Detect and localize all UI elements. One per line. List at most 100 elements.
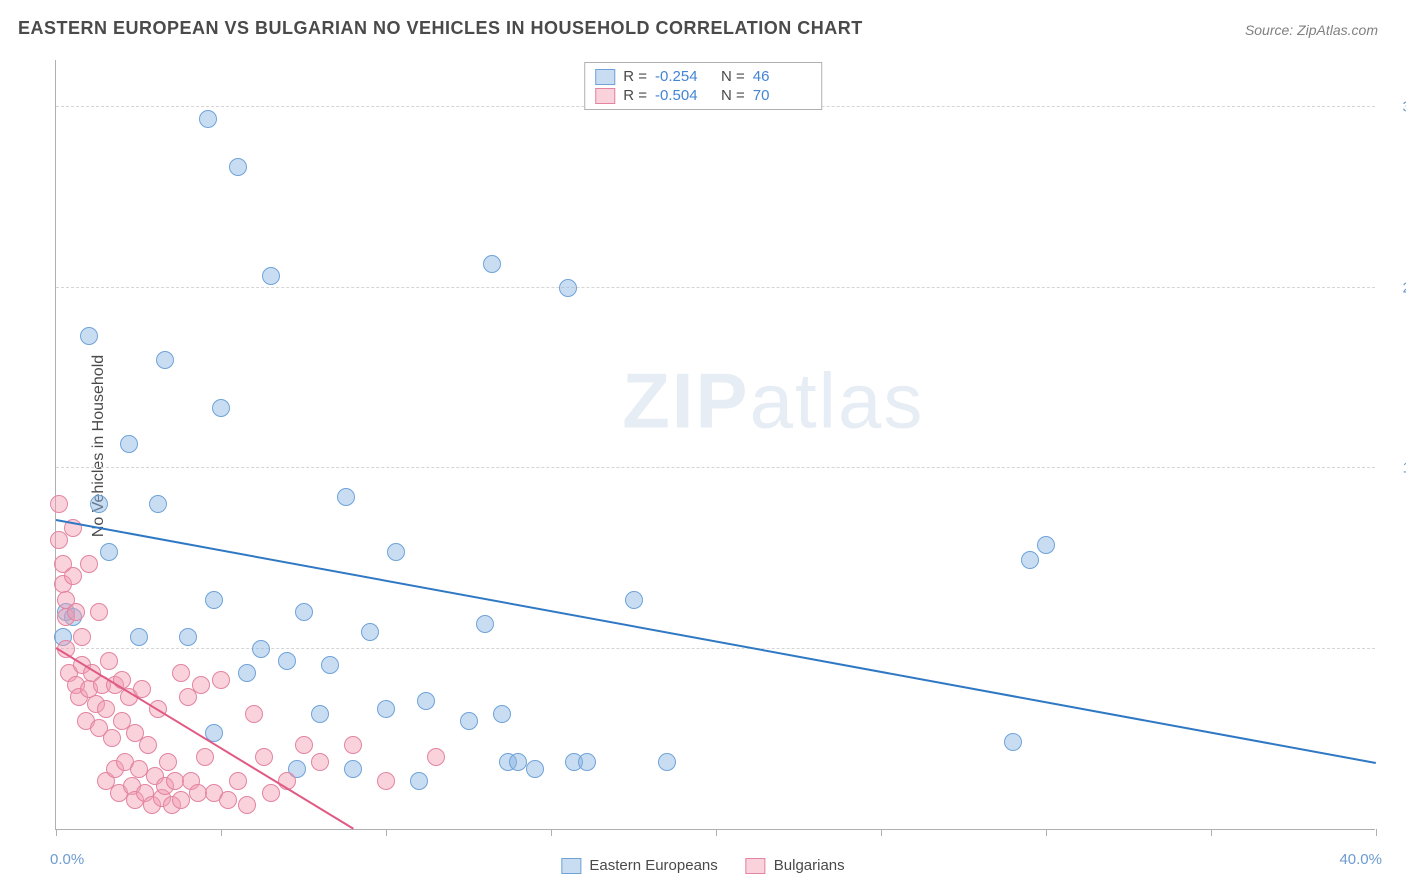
scatter-point	[205, 591, 223, 609]
x-tick	[1046, 829, 1047, 836]
scatter-point	[344, 736, 362, 754]
scatter-point	[80, 327, 98, 345]
scatter-point	[559, 279, 577, 297]
plot-area: 7.5%15.0%22.5%30.0%	[55, 60, 1375, 830]
scatter-point	[130, 760, 148, 778]
scatter-point	[219, 791, 237, 809]
r-label: R =	[623, 68, 647, 85]
x-axis-min-label: 0.0%	[50, 851, 84, 868]
scatter-point	[493, 705, 511, 723]
scatter-point	[80, 555, 98, 573]
legend-swatch	[595, 88, 615, 104]
scatter-point	[100, 652, 118, 670]
scatter-point	[172, 791, 190, 809]
legend-swatch	[561, 858, 581, 874]
scatter-point	[90, 603, 108, 621]
y-tick-label: 15.0%	[1385, 460, 1406, 477]
scatter-point	[295, 736, 313, 754]
scatter-point	[73, 628, 91, 646]
x-tick	[56, 829, 57, 836]
x-tick	[1211, 829, 1212, 836]
scatter-point	[120, 435, 138, 453]
x-tick	[551, 829, 552, 836]
scatter-point	[526, 760, 544, 778]
source-attribution: Source: ZipAtlas.com	[1245, 22, 1378, 38]
scatter-point	[387, 543, 405, 561]
scatter-point	[229, 772, 247, 790]
stats-legend-row: R = -0.504N = 70	[595, 86, 811, 105]
scatter-point	[377, 700, 395, 718]
scatter-point	[427, 748, 445, 766]
legend-swatch	[746, 858, 766, 874]
x-tick	[716, 829, 717, 836]
scatter-point	[337, 488, 355, 506]
scatter-point	[189, 784, 207, 802]
scatter-point	[238, 664, 256, 682]
scatter-point	[192, 676, 210, 694]
legend-swatch	[595, 69, 615, 85]
scatter-point	[311, 705, 329, 723]
scatter-point	[410, 772, 428, 790]
correlation-stats-legend: R = -0.254N = 46R = -0.504N = 70	[584, 62, 822, 110]
scatter-point	[50, 495, 68, 513]
scatter-point	[90, 495, 108, 513]
series-legend-item: Eastern Europeans	[561, 857, 717, 874]
scatter-point	[245, 705, 263, 723]
scatter-point	[417, 692, 435, 710]
scatter-point	[321, 656, 339, 674]
gridline-horizontal	[56, 287, 1375, 288]
series-label: Eastern Europeans	[589, 857, 717, 874]
scatter-point	[100, 543, 118, 561]
scatter-point	[1021, 551, 1039, 569]
scatter-point	[1004, 733, 1022, 751]
chart-title: EASTERN EUROPEAN VS BULGARIAN NO VEHICLE…	[18, 18, 863, 39]
n-value: 70	[753, 87, 811, 104]
scatter-point	[262, 784, 280, 802]
scatter-point	[625, 591, 643, 609]
scatter-point	[229, 158, 247, 176]
scatter-point	[578, 753, 596, 771]
gridline-horizontal	[56, 467, 1375, 468]
scatter-point	[156, 351, 174, 369]
scatter-point	[97, 700, 115, 718]
scatter-point	[476, 615, 494, 633]
scatter-point	[212, 399, 230, 417]
x-tick	[386, 829, 387, 836]
scatter-point	[67, 603, 85, 621]
y-tick-label: 30.0%	[1385, 99, 1406, 116]
y-tick-label: 7.5%	[1385, 640, 1406, 657]
scatter-point	[166, 772, 184, 790]
source-prefix: Source:	[1245, 22, 1297, 38]
series-legend-item: Bulgarians	[746, 857, 845, 874]
scatter-point	[159, 753, 177, 771]
y-tick-label: 22.5%	[1385, 279, 1406, 296]
scatter-point	[460, 712, 478, 730]
scatter-point	[361, 623, 379, 641]
scatter-point	[64, 567, 82, 585]
plot-canvas: 7.5%15.0%22.5%30.0%	[55, 60, 1375, 830]
n-label: N =	[721, 87, 745, 104]
source-name: ZipAtlas.com	[1297, 22, 1378, 38]
x-tick	[1376, 829, 1377, 836]
scatter-point	[483, 255, 501, 273]
scatter-point	[139, 736, 157, 754]
series-label: Bulgarians	[774, 857, 845, 874]
scatter-point	[238, 796, 256, 814]
x-tick	[221, 829, 222, 836]
scatter-point	[130, 628, 148, 646]
scatter-point	[196, 748, 214, 766]
n-value: 46	[753, 68, 811, 85]
scatter-point	[509, 753, 527, 771]
scatter-point	[149, 495, 167, 513]
scatter-point	[103, 729, 121, 747]
scatter-point	[278, 652, 296, 670]
scatter-point	[255, 748, 273, 766]
scatter-point	[295, 603, 313, 621]
scatter-point	[172, 664, 190, 682]
scatter-point	[311, 753, 329, 771]
scatter-point	[1037, 536, 1055, 554]
n-label: N =	[721, 68, 745, 85]
x-tick	[881, 829, 882, 836]
x-axis-max-label: 40.0%	[1339, 851, 1382, 868]
scatter-point	[179, 628, 197, 646]
